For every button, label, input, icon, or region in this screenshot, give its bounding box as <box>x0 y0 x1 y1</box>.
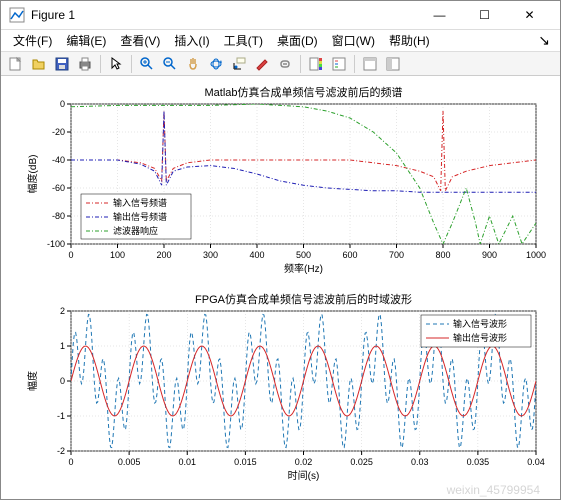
figure-window: Figure 1 — ☐ ✕ 文件(F) 编辑(E) 查看(V) 插入(I) 工… <box>0 0 561 500</box>
menu-file[interactable]: 文件(F) <box>7 30 58 51</box>
data-cursor-icon <box>231 56 247 72</box>
open-button[interactable] <box>28 53 50 75</box>
data-cursor-button[interactable] <box>228 53 250 75</box>
zoom-out-icon <box>162 56 178 72</box>
svg-text:-60: -60 <box>52 183 65 193</box>
svg-text:0: 0 <box>60 376 65 386</box>
svg-text:-2: -2 <box>57 446 65 456</box>
brush-button[interactable] <box>251 53 273 75</box>
menu-desktop[interactable]: 桌面(D) <box>271 30 324 51</box>
new-figure-icon <box>8 56 24 72</box>
svg-text:时间(s): 时间(s) <box>288 469 320 482</box>
open-icon <box>31 56 47 72</box>
svg-text:-40: -40 <box>52 155 65 165</box>
svg-text:Matlab仿真合成单频信号滤波前后的频谱: Matlab仿真合成单频信号滤波前后的频谱 <box>204 85 402 99</box>
menu-help[interactable]: 帮助(H) <box>383 30 436 51</box>
close-button[interactable]: ✕ <box>507 1 552 29</box>
svg-text:幅度(dB): 幅度(dB) <box>26 155 39 194</box>
save-button[interactable] <box>51 53 73 75</box>
menubar-chevron-icon[interactable]: ↘ <box>534 32 554 49</box>
hide-tools-icon <box>362 56 378 72</box>
figure-area[interactable]: Matlab仿真合成单频信号滤波前后的频谱0100200300400500600… <box>1 76 560 499</box>
svg-text:0.03: 0.03 <box>411 457 429 467</box>
pointer-button[interactable] <box>105 53 127 75</box>
dock-icon <box>385 56 401 72</box>
colorbar-icon <box>308 56 324 72</box>
svg-text:1: 1 <box>60 341 65 351</box>
svg-text:-1: -1 <box>57 411 65 421</box>
svg-text:0.015: 0.015 <box>234 457 257 467</box>
print-icon <box>77 56 93 72</box>
svg-text:频率(Hz): 频率(Hz) <box>284 262 323 275</box>
zoom-out-button[interactable] <box>159 53 181 75</box>
toolbar-separator <box>300 55 301 73</box>
menubar: 文件(F) 编辑(E) 查看(V) 插入(I) 工具(T) 桌面(D) 窗口(W… <box>1 30 560 52</box>
matlab-figure-icon <box>9 7 25 23</box>
brush-icon <box>254 56 270 72</box>
rotate-button[interactable] <box>205 53 227 75</box>
svg-text:-80: -80 <box>52 211 65 221</box>
maximize-button[interactable]: ☐ <box>462 1 507 29</box>
menu-insert[interactable]: 插入(I) <box>168 30 215 51</box>
new-figure-button[interactable] <box>5 53 27 75</box>
zoom-in-button[interactable] <box>136 53 158 75</box>
svg-text:0.025: 0.025 <box>350 457 373 467</box>
svg-text:600: 600 <box>342 250 357 260</box>
legend-icon <box>331 56 347 72</box>
svg-text:0: 0 <box>60 99 65 109</box>
toolbar-separator <box>354 55 355 73</box>
legend-button[interactable] <box>328 53 350 75</box>
svg-text:-100: -100 <box>47 239 65 249</box>
svg-text:0.02: 0.02 <box>295 457 313 467</box>
svg-text:700: 700 <box>389 250 404 260</box>
svg-text:800: 800 <box>435 250 450 260</box>
svg-text:1000: 1000 <box>526 250 546 260</box>
svg-text:100: 100 <box>110 250 125 260</box>
svg-text:-20: -20 <box>52 127 65 137</box>
window-title: Figure 1 <box>31 8 417 22</box>
pan-button[interactable] <box>182 53 204 75</box>
toolbar-separator <box>131 55 132 73</box>
svg-text:0: 0 <box>68 457 73 467</box>
menu-window[interactable]: 窗口(W) <box>326 30 381 51</box>
zoom-in-icon <box>139 56 155 72</box>
svg-text:2: 2 <box>60 306 65 316</box>
plot-canvas: Matlab仿真合成单频信号滤波前后的频谱0100200300400500600… <box>1 76 560 494</box>
toolbar <box>1 52 560 76</box>
svg-text:滤波器响应: 滤波器响应 <box>113 225 158 236</box>
svg-text:400: 400 <box>249 250 264 260</box>
save-icon <box>54 56 70 72</box>
svg-text:输入信号频谱: 输入信号频谱 <box>113 197 167 208</box>
svg-text:0.04: 0.04 <box>527 457 545 467</box>
hide-tools-button[interactable] <box>359 53 381 75</box>
svg-text:900: 900 <box>482 250 497 260</box>
svg-text:500: 500 <box>296 250 311 260</box>
svg-text:幅度: 幅度 <box>26 371 39 391</box>
pan-icon <box>185 56 201 72</box>
link-button[interactable] <box>274 53 296 75</box>
print-button[interactable] <box>74 53 96 75</box>
pointer-icon <box>108 56 124 72</box>
svg-text:0.01: 0.01 <box>178 457 196 467</box>
svg-text:0: 0 <box>68 250 73 260</box>
svg-text:输出信号频谱: 输出信号频谱 <box>113 211 167 222</box>
svg-text:输入信号波形: 输入信号波形 <box>453 318 507 329</box>
svg-text:FPGA仿真合成单频信号滤波前后的时域波形: FPGA仿真合成单频信号滤波前后的时域波形 <box>195 292 412 306</box>
svg-text:0.005: 0.005 <box>118 457 141 467</box>
svg-text:输出信号波形: 输出信号波形 <box>453 332 507 343</box>
colorbar-button[interactable] <box>305 53 327 75</box>
svg-text:200: 200 <box>156 250 171 260</box>
menu-tools[interactable]: 工具(T) <box>218 30 269 51</box>
rotate-icon <box>208 56 224 72</box>
menu-view[interactable]: 查看(V) <box>114 30 166 51</box>
titlebar: Figure 1 — ☐ ✕ <box>1 1 560 30</box>
svg-text:0.035: 0.035 <box>467 457 490 467</box>
menu-edit[interactable]: 编辑(E) <box>60 30 112 51</box>
svg-text:300: 300 <box>203 250 218 260</box>
window-controls: — ☐ ✕ <box>417 1 552 29</box>
minimize-button[interactable]: — <box>417 1 462 29</box>
dock-button[interactable] <box>382 53 404 75</box>
link-icon <box>277 56 293 72</box>
toolbar-separator <box>100 55 101 73</box>
